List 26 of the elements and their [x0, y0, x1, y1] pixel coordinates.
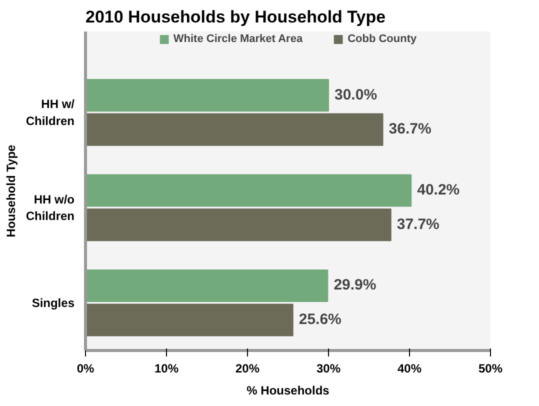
bar — [86, 208, 392, 242]
x-tick-label: 20% — [235, 362, 260, 376]
data-label: 36.7% — [388, 120, 432, 138]
chart-title: 2010 Households by Household Type — [86, 8, 386, 26]
data-label: 29.9% — [334, 276, 376, 294]
legend-label: White Circle Market Area — [173, 33, 303, 45]
bar — [86, 113, 384, 146]
data-label: 30.0% — [334, 86, 378, 104]
x-tick-label: 10% — [154, 362, 179, 376]
data-label: 40.2% — [417, 182, 460, 199]
bar — [86, 79, 329, 112]
y-tick-label: HH w/o Children — [26, 192, 75, 224]
x-tick-label: 0% — [76, 362, 94, 376]
y-axis-title: Household Type — [4, 144, 18, 238]
y-tick-label: HH w/ Children — [26, 97, 76, 128]
data-label: 25.6% — [298, 311, 342, 328]
data-label: 37.7% — [396, 216, 440, 233]
x-tick-label: 40% — [397, 362, 422, 376]
y-tick-label: Singles — [32, 296, 75, 310]
x-tick-label: 50% — [478, 362, 503, 376]
bar — [86, 174, 412, 207]
x-tick-label: 30% — [316, 362, 341, 376]
x-axis-title: % Households — [246, 384, 330, 398]
bar — [86, 269, 328, 302]
bar — [86, 304, 294, 336]
legend-label: Cobb County — [348, 33, 417, 45]
